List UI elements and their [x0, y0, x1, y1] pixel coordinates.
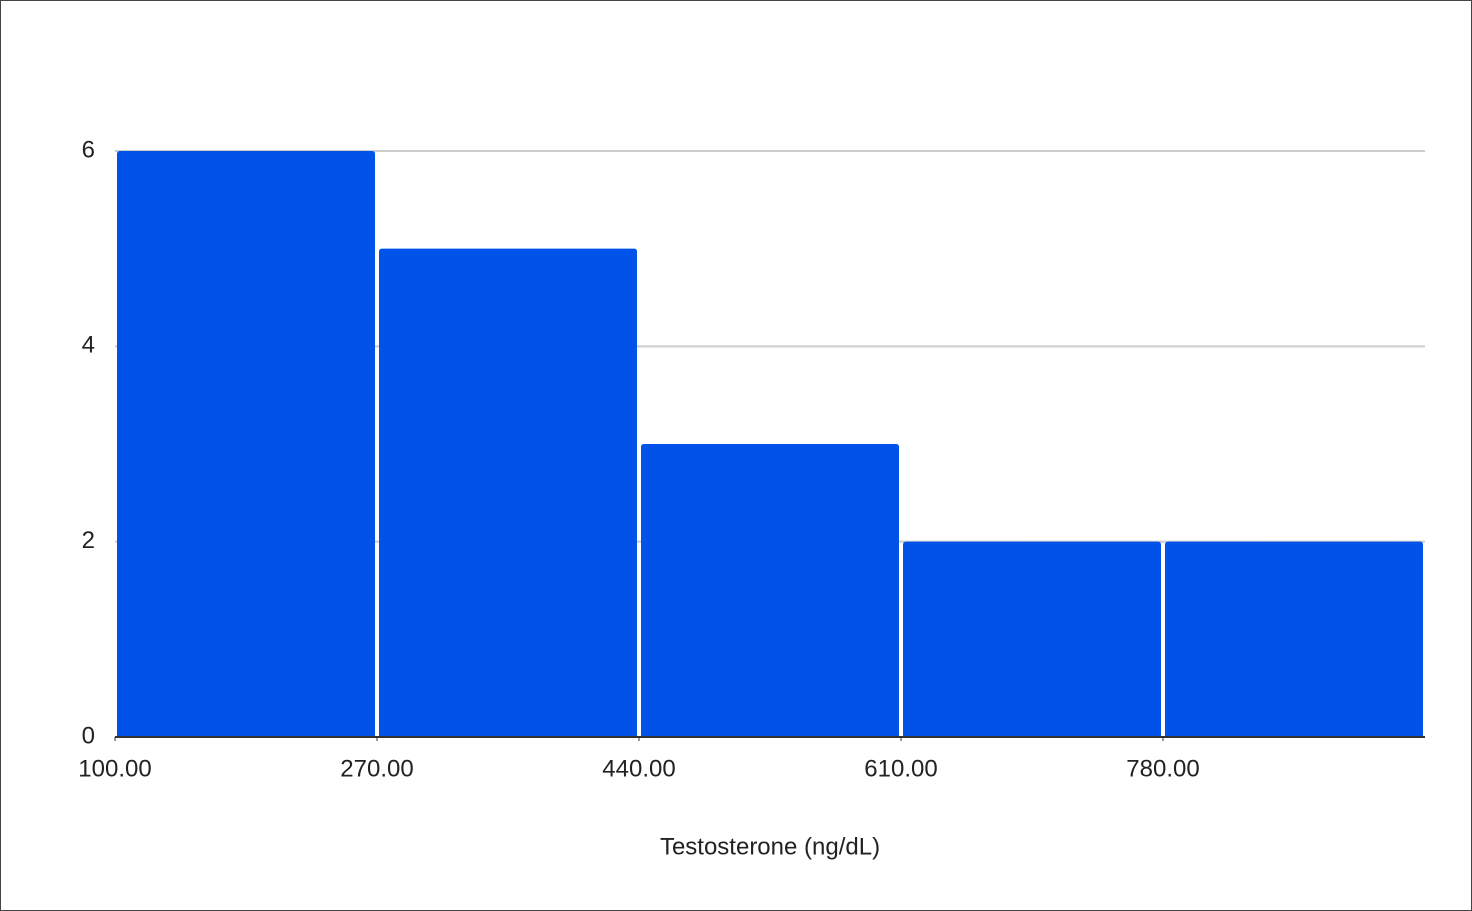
- bar: [379, 248, 637, 737]
- y-tick-label: 6: [82, 136, 95, 163]
- bar: [641, 444, 899, 737]
- x-tick-label: 440.00: [602, 755, 675, 782]
- x-tick-label: 610.00: [864, 755, 937, 782]
- bar: [117, 151, 375, 737]
- bar: [903, 541, 1161, 737]
- y-tick-label: 2: [82, 527, 95, 554]
- bar: [1165, 541, 1423, 737]
- x-tick-label: 270.00: [340, 755, 413, 782]
- y-tick-label: 0: [82, 722, 95, 749]
- x-tick-label: 780.00: [1126, 755, 1199, 782]
- x-tick-label: 100.00: [78, 755, 151, 782]
- y-tick-label: 4: [82, 332, 95, 359]
- x-axis-label: Testosterone (ng/dL): [660, 833, 880, 860]
